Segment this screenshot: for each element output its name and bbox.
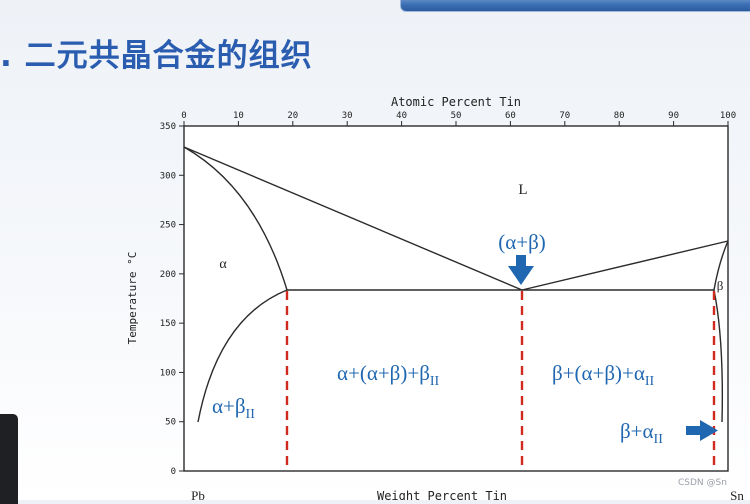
top-axis-tick-label: 30 <box>342 111 353 121</box>
y-axis-tick-label: 300 <box>160 171 176 181</box>
y-axis-tick-label: 100 <box>160 368 176 378</box>
beta-solidus-curve <box>713 240 729 291</box>
y-axis-tick-label: 350 <box>160 122 176 132</box>
top-axis-tick-label: 20 <box>287 111 298 121</box>
window-top-bar <box>400 0 750 12</box>
top-axis-tick-label: 10 <box>233 111 244 121</box>
beta-alpha-ii-label: β+αII <box>620 419 663 447</box>
device-edge <box>0 414 18 504</box>
hypereutectic-structure-label: β+(α+β)+αII <box>552 361 655 389</box>
y-axis-tick-label: 200 <box>160 270 176 280</box>
top-axis-tick-label: 100 <box>720 111 736 121</box>
beta-label: β <box>717 278 724 293</box>
y-axis-title: Temperature °C <box>126 252 139 345</box>
top-axis-tick-label: 50 <box>451 111 462 121</box>
alpha-beta-ii-label: α+βII <box>212 394 255 422</box>
beta-region-arrow-icon <box>686 420 718 441</box>
right-end-element: Sn <box>730 488 744 500</box>
beta-solvus-curve <box>713 289 724 423</box>
top-axis-tick-label: 0 <box>181 111 186 121</box>
left-end-element: Pb <box>191 488 205 500</box>
liquidus-right-line <box>521 240 729 291</box>
top-axis-tick-label: 40 <box>396 111 407 121</box>
eutectic-point-label: (α+β) <box>498 230 546 254</box>
alpha-solvus-curve <box>197 289 288 423</box>
top-axis-tick-label: 60 <box>505 111 516 121</box>
y-axis-tick-label: 50 <box>165 418 176 428</box>
y-axis-tick-label: 250 <box>160 221 176 231</box>
alpha-label: α <box>219 257 227 272</box>
liquidus-left-curve <box>183 146 523 291</box>
hypoeutectic-structure-label: α+(α+β)+βII <box>337 361 440 389</box>
watermark: CSDN @Sn <box>678 478 727 488</box>
slide-title: . 二元共晶合金的组织 <box>0 38 313 74</box>
y-axis-tick-label: 150 <box>160 319 176 329</box>
eutectic-arrow-icon <box>508 255 534 285</box>
top-axis-tick-label: 90 <box>668 111 679 121</box>
alpha-liquidus-solidus-curve <box>183 146 288 291</box>
plot-frame <box>183 125 729 472</box>
y-axis-ticks: 0 50 100 150 200 250 300 350 <box>160 122 184 477</box>
y-axis-tick-label: 0 <box>171 467 176 477</box>
top-axis-tick-label: 80 <box>614 111 625 121</box>
liquid-label: L <box>518 182 527 198</box>
top-axis-tick-label: 70 <box>559 111 570 121</box>
bottom-axis-title: Weight Percent Tin <box>377 489 507 500</box>
top-axis-title: Atomic Percent Tin <box>391 95 521 109</box>
top-axis-ticks: 0 10 20 30 40 50 60 70 80 90 100 <box>181 111 736 126</box>
